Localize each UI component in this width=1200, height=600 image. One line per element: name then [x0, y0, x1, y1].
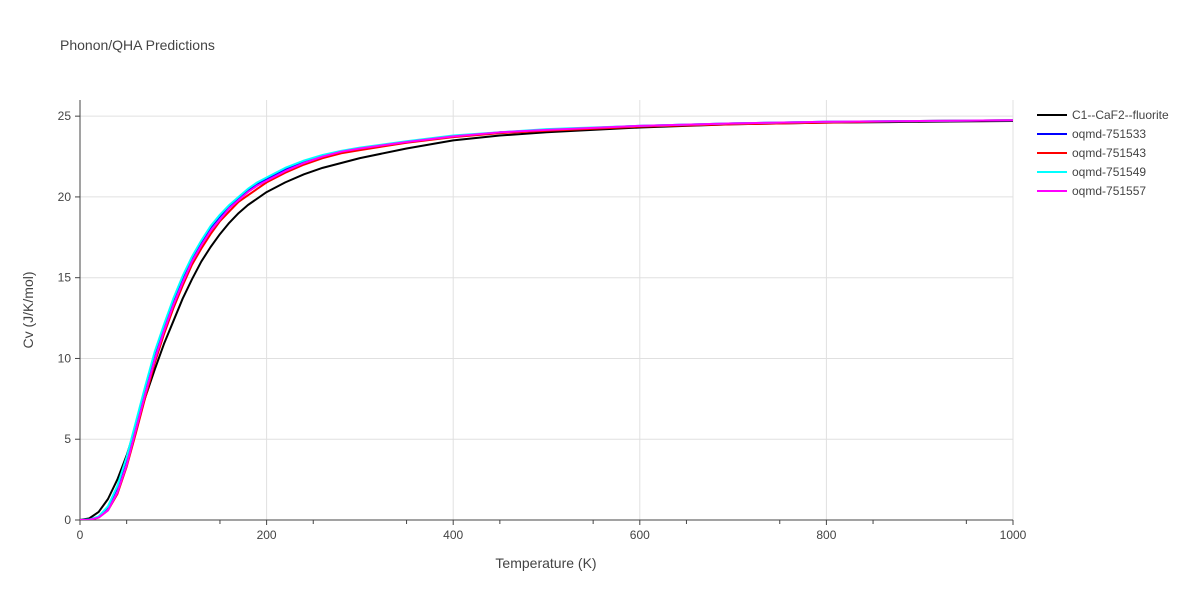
x-tick-label: 800: [816, 528, 836, 542]
y-tick-label: 0: [64, 513, 71, 527]
legend-label: oqmd-751543: [1072, 146, 1146, 160]
grid-lines: [80, 100, 1014, 520]
legend-label: oqmd-751533: [1072, 127, 1146, 141]
legend-item[interactable]: oqmd-751557: [1037, 184, 1146, 198]
x-tick-label: 400: [443, 528, 463, 542]
y-tick-label: 25: [58, 109, 72, 123]
chart-title: Phonon/QHA Predictions: [60, 37, 215, 53]
y-tick-label: 10: [58, 351, 72, 365]
y-tick-label: 15: [58, 271, 72, 285]
y-tick-label: 20: [58, 190, 72, 204]
legend-label: C1--CaF2--fluorite: [1072, 108, 1169, 122]
legend-item[interactable]: oqmd-751533: [1037, 127, 1146, 141]
x-tick-label: 600: [630, 528, 650, 542]
x-axis-ticks: 0 200 400 600 800 1000: [77, 520, 1027, 542]
y-tick-label: 5: [64, 432, 71, 446]
series-line-oqmd-751557: [80, 119, 1013, 520]
x-tick-label: 0: [77, 528, 84, 542]
plot-area: [80, 119, 1013, 520]
legend-label: oqmd-751557: [1072, 184, 1146, 198]
x-tick-label: 200: [257, 528, 277, 542]
legend-item[interactable]: C1--CaF2--fluorite: [1037, 108, 1169, 122]
y-axis-ticks: 0 5 10 15 20 25: [58, 109, 80, 527]
legend: C1--CaF2--fluorite oqmd-751533 oqmd-751543…: [1037, 108, 1169, 198]
y-axis-label: Cv (J/K/mol): [20, 272, 36, 349]
legend-label: oqmd-751549: [1072, 165, 1146, 179]
legend-item[interactable]: oqmd-751549: [1037, 165, 1146, 179]
x-tick-label: 1000: [1000, 528, 1027, 542]
axes: [79, 100, 1013, 521]
legend-item[interactable]: oqmd-751543: [1037, 146, 1146, 160]
x-axis-label: Temperature (K): [495, 555, 596, 571]
